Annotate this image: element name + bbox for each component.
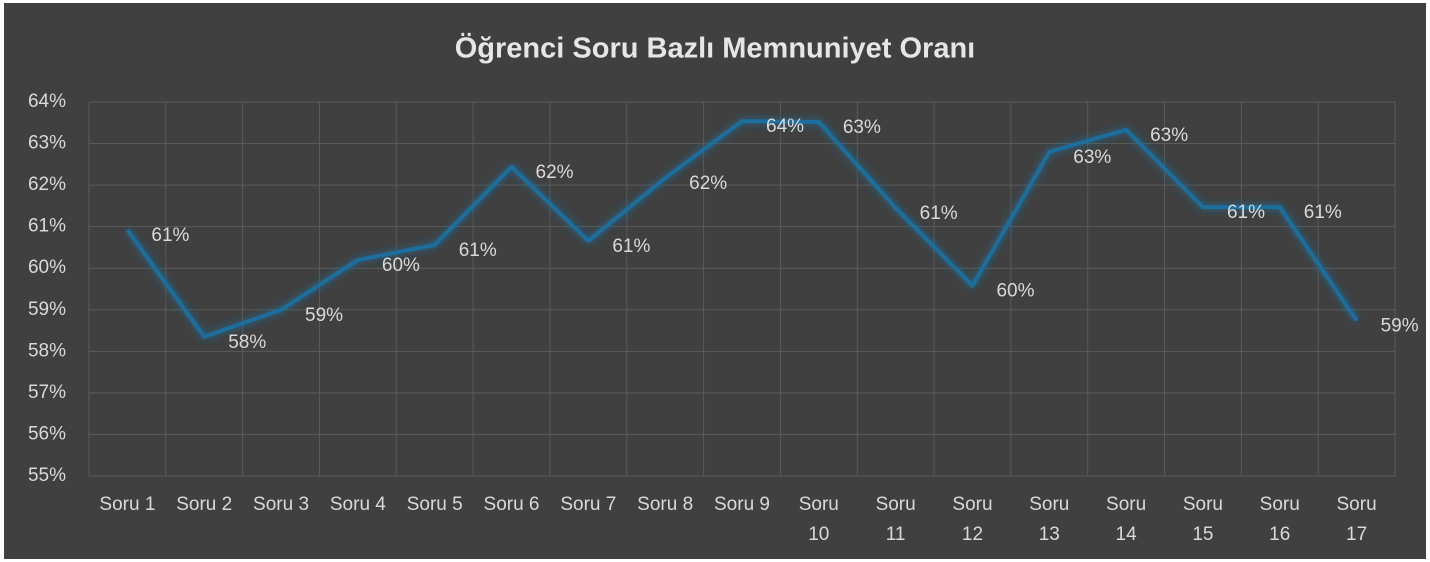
chart-title: Öğrenci Soru Bazlı Memnuniyet Oranı bbox=[455, 32, 976, 65]
y-tick-label: 63% bbox=[28, 133, 66, 154]
data-label: 59% bbox=[1381, 316, 1419, 337]
data-label: 61% bbox=[459, 240, 497, 261]
data-label: 61% bbox=[1304, 202, 1342, 223]
data-label: 63% bbox=[1150, 125, 1188, 146]
x-tick-label: Soru 3 bbox=[253, 494, 310, 515]
data-label: 61% bbox=[612, 236, 650, 257]
y-tick-label: 62% bbox=[28, 174, 66, 195]
x-tick-label: Soru 9 bbox=[714, 494, 770, 515]
x-tick-label: Soru 16 bbox=[1259, 494, 1300, 545]
x-tick-label: Soru 5 bbox=[406, 494, 463, 515]
x-tick-label: Soru 15 bbox=[1182, 494, 1223, 545]
y-tick-label: 55% bbox=[28, 465, 66, 486]
x-tick-label: Soru 4 bbox=[329, 494, 386, 515]
data-label: 61% bbox=[151, 225, 189, 246]
x-tick-label: Soru 17 bbox=[1336, 494, 1377, 545]
y-tick-label: 58% bbox=[28, 340, 66, 361]
x-tick-label: Soru 8 bbox=[637, 494, 694, 515]
data-line bbox=[125, 119, 1359, 339]
x-tick-label: Soru 7 bbox=[560, 494, 617, 515]
x-tick-label: Soru 2 bbox=[176, 494, 233, 515]
x-tick-label: Soru 6 bbox=[483, 494, 540, 515]
x-tick-label: Soru 10 bbox=[798, 494, 839, 545]
data-label: 60% bbox=[996, 281, 1034, 302]
chart-frame bbox=[4, 3, 1426, 559]
data-label: 60% bbox=[382, 255, 420, 276]
data-label: 63% bbox=[843, 117, 881, 138]
y-tick-label: 64% bbox=[28, 91, 66, 112]
data-label: 61% bbox=[920, 203, 958, 224]
data-label: 63% bbox=[1073, 147, 1111, 168]
x-tick-label: Soru 1 bbox=[99, 494, 156, 515]
data-label: 58% bbox=[228, 332, 266, 353]
x-tick-label: Soru 11 bbox=[875, 494, 916, 545]
x-tick-label: Soru 12 bbox=[952, 494, 993, 545]
x-tick-label: Soru 14 bbox=[1106, 494, 1147, 545]
y-tick-label: 59% bbox=[28, 299, 66, 320]
data-label: 62% bbox=[536, 162, 574, 183]
x-tick-label: Soru 13 bbox=[1029, 494, 1070, 545]
y-tick-label: 56% bbox=[28, 423, 66, 444]
y-tick-label: 57% bbox=[28, 382, 66, 403]
data-label: 61% bbox=[1227, 202, 1265, 223]
data-label: 64% bbox=[766, 116, 804, 137]
data-label: 59% bbox=[305, 305, 343, 326]
y-tick-label: 61% bbox=[28, 216, 66, 237]
y-tick-label: 60% bbox=[28, 257, 66, 278]
data-label: 62% bbox=[689, 173, 727, 194]
